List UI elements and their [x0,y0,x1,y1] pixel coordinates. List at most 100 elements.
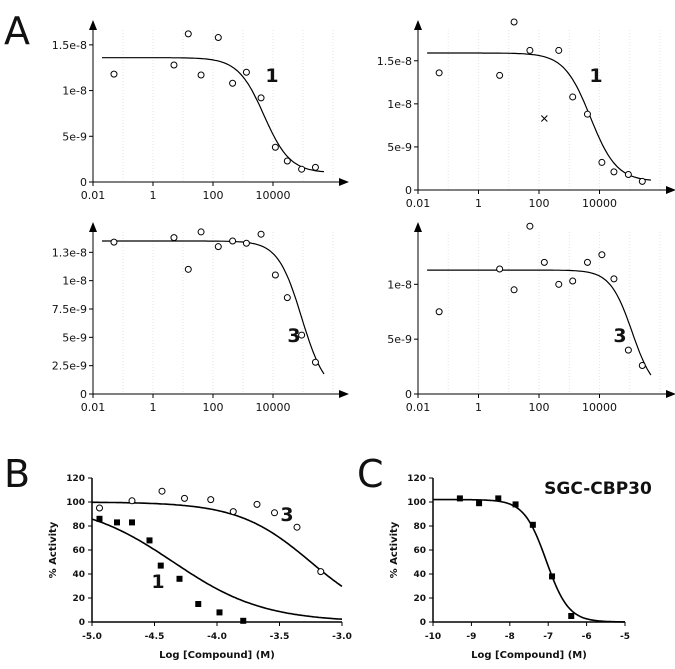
y-axis-arrow [89,222,97,232]
y-tick-label: 0 [79,618,85,628]
y-tick-label: 5e-9 [387,141,412,154]
x-axis-label: Log [Compound] (M) [471,650,587,661]
data-point [510,286,518,294]
compound-label: 3 [613,325,626,347]
data-point [624,346,632,354]
fit-curve [91,518,343,620]
data-point [583,258,591,266]
panel-letter-b: B [4,452,30,496]
outlier-point [540,115,548,122]
data-point [598,251,606,259]
data-point [510,18,518,26]
data-point [110,238,118,246]
data-point [435,308,443,316]
y-tick-label: 0 [405,388,412,401]
y-tick-label: 80 [72,522,85,532]
y-axis-arrow [414,222,422,232]
data-point [540,258,548,266]
y-tick-label: 0 [405,184,412,197]
data-point [555,46,563,54]
y-tick-label: 0 [420,618,426,628]
data-point [569,93,577,101]
data-point [229,79,237,87]
data-point [96,504,103,512]
chart-A4: 0.01 1 100 10000 0 5e-9 1e-8 3 [387,222,675,414]
y-tick-label: 2.5e-9 [52,360,87,373]
compound-label: 1 [265,65,278,87]
fit-curve [102,240,325,375]
data-point [271,271,279,279]
data-point [569,277,577,285]
data-point [146,537,153,544]
data-point [129,519,135,526]
data-point [583,110,591,118]
y-axis-arrow [414,20,422,30]
data-point [229,508,237,516]
data-point [197,71,205,79]
x-axis-arrow [666,186,675,194]
data-point [526,222,534,230]
y-axis-label: % Activity [48,521,59,578]
compound-label: 1 [589,65,602,87]
y-tick-label: 120 [407,474,426,484]
data-point [271,143,279,151]
x-tick-label: 100 [529,197,550,210]
compound-label: 3 [287,325,300,347]
data-point [496,71,504,79]
data-point [214,243,222,251]
y-tick-label: 1e-8 [387,278,412,291]
data-point [157,562,164,569]
fit-curve [427,269,652,376]
data-point [114,519,120,526]
x-tick-label: -5.0 [82,632,102,642]
data-point [128,497,136,505]
y-tick-label: 1.3e-8 [52,246,87,259]
data-point [456,495,463,502]
x-tick-label: 100 [529,401,550,414]
y-tick-label: 40 [72,570,85,580]
data-point [435,69,443,77]
fit-curve [102,57,325,173]
x-tick-label: -3.0 [332,632,352,642]
y-tick-label: 5e-9 [387,333,412,346]
y-tick-label: 7.5e-9 [52,303,87,316]
data-point [96,515,103,522]
data-point [184,30,192,38]
y-tick-label: 60 [413,546,426,556]
compound-label: 3 [280,504,293,526]
y-tick-label: 40 [413,570,426,580]
data-point [253,500,261,508]
data-point [257,94,265,102]
x-tick-label: -5 [620,632,630,642]
x-tick-label: 100 [203,401,224,414]
data-point [229,237,237,245]
data-point [526,46,534,54]
x-tick-label: -3.5 [270,632,290,642]
data-point [158,487,166,495]
data-point [195,601,202,607]
x-tick-label: 1 [150,401,157,414]
x-axis-arrow [339,178,349,186]
x-tick-label: 0.01 [406,401,431,414]
data-point [624,170,632,178]
data-point [214,34,222,42]
x-tick-label: 100 [203,189,224,202]
y-tick-label: 1e-8 [62,85,87,98]
data-point [283,157,291,165]
data-point [496,265,504,273]
data-point [216,609,223,616]
compound-label: SGC-CBP30 [544,479,652,499]
x-tick-label: 0.01 [81,189,106,202]
data-point [638,361,646,369]
x-tick-label: 0.01 [406,197,431,210]
data-point [638,177,646,185]
data-point [610,275,618,283]
data-point [176,575,183,582]
y-tick-label: 5e-9 [62,331,87,344]
x-tick-label: 1 [150,189,157,202]
x-tick-label: -8 [505,632,515,642]
data-point [242,239,250,247]
data-point [283,294,291,302]
x-axis-label: Log [Compound] (M) [159,650,275,661]
data-point [311,358,319,366]
